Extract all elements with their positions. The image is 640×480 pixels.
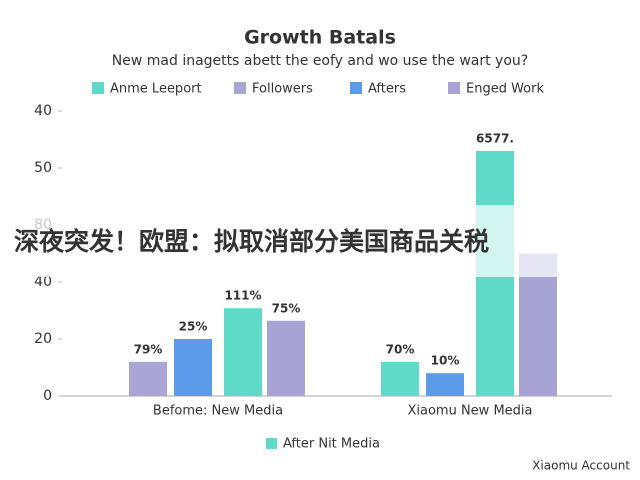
legend-swatch bbox=[266, 438, 277, 449]
legend-label: Enged Work bbox=[466, 82, 544, 97]
legend-swatch bbox=[234, 82, 246, 94]
bar bbox=[267, 320, 305, 396]
bar bbox=[426, 373, 464, 396]
y-tick-label: 50 bbox=[34, 160, 52, 176]
bar-annotation: 25% bbox=[179, 320, 208, 334]
bar-annotation: 10% bbox=[431, 354, 460, 368]
bar bbox=[381, 361, 419, 396]
bar bbox=[519, 253, 557, 396]
y-tick-label: 20 bbox=[34, 331, 52, 347]
legend-label: Afters bbox=[368, 82, 406, 97]
legend-swatch bbox=[350, 82, 362, 94]
bar-annotation: 6577. bbox=[476, 131, 514, 145]
legend-label: Anme Leeport bbox=[110, 82, 202, 97]
x-tick-label: Xiaomu New Media bbox=[407, 404, 532, 419]
legend-label: After Nit Media bbox=[283, 437, 380, 452]
bar bbox=[174, 339, 212, 396]
bar-annotation: 70% bbox=[386, 342, 415, 356]
chart-subtitle: New mad inagetts abett the eofy and wo u… bbox=[112, 53, 528, 69]
bar bbox=[129, 361, 167, 396]
footer: Xiaomu Account bbox=[532, 459, 630, 473]
bar-annotation: 111% bbox=[224, 289, 261, 303]
chart-title: Growth Batals bbox=[244, 27, 396, 49]
y-tick-label: 40 bbox=[34, 274, 52, 290]
y-tick-label: 0 bbox=[43, 388, 52, 404]
legend-label: Followers bbox=[252, 82, 313, 97]
overlay-band bbox=[0, 205, 640, 277]
y-tick-label: 40 bbox=[34, 103, 52, 119]
x-tick-label: Befome: New Media bbox=[153, 404, 283, 419]
bar bbox=[224, 308, 262, 396]
bar-annotation: 79% bbox=[134, 342, 163, 356]
legend-swatch bbox=[92, 82, 104, 94]
bar-annotation: 75% bbox=[272, 301, 301, 315]
legend-swatch bbox=[448, 82, 460, 94]
overlay-text: 深夜突发！欧盟：拟取消部分美国商品关税 bbox=[14, 227, 489, 256]
